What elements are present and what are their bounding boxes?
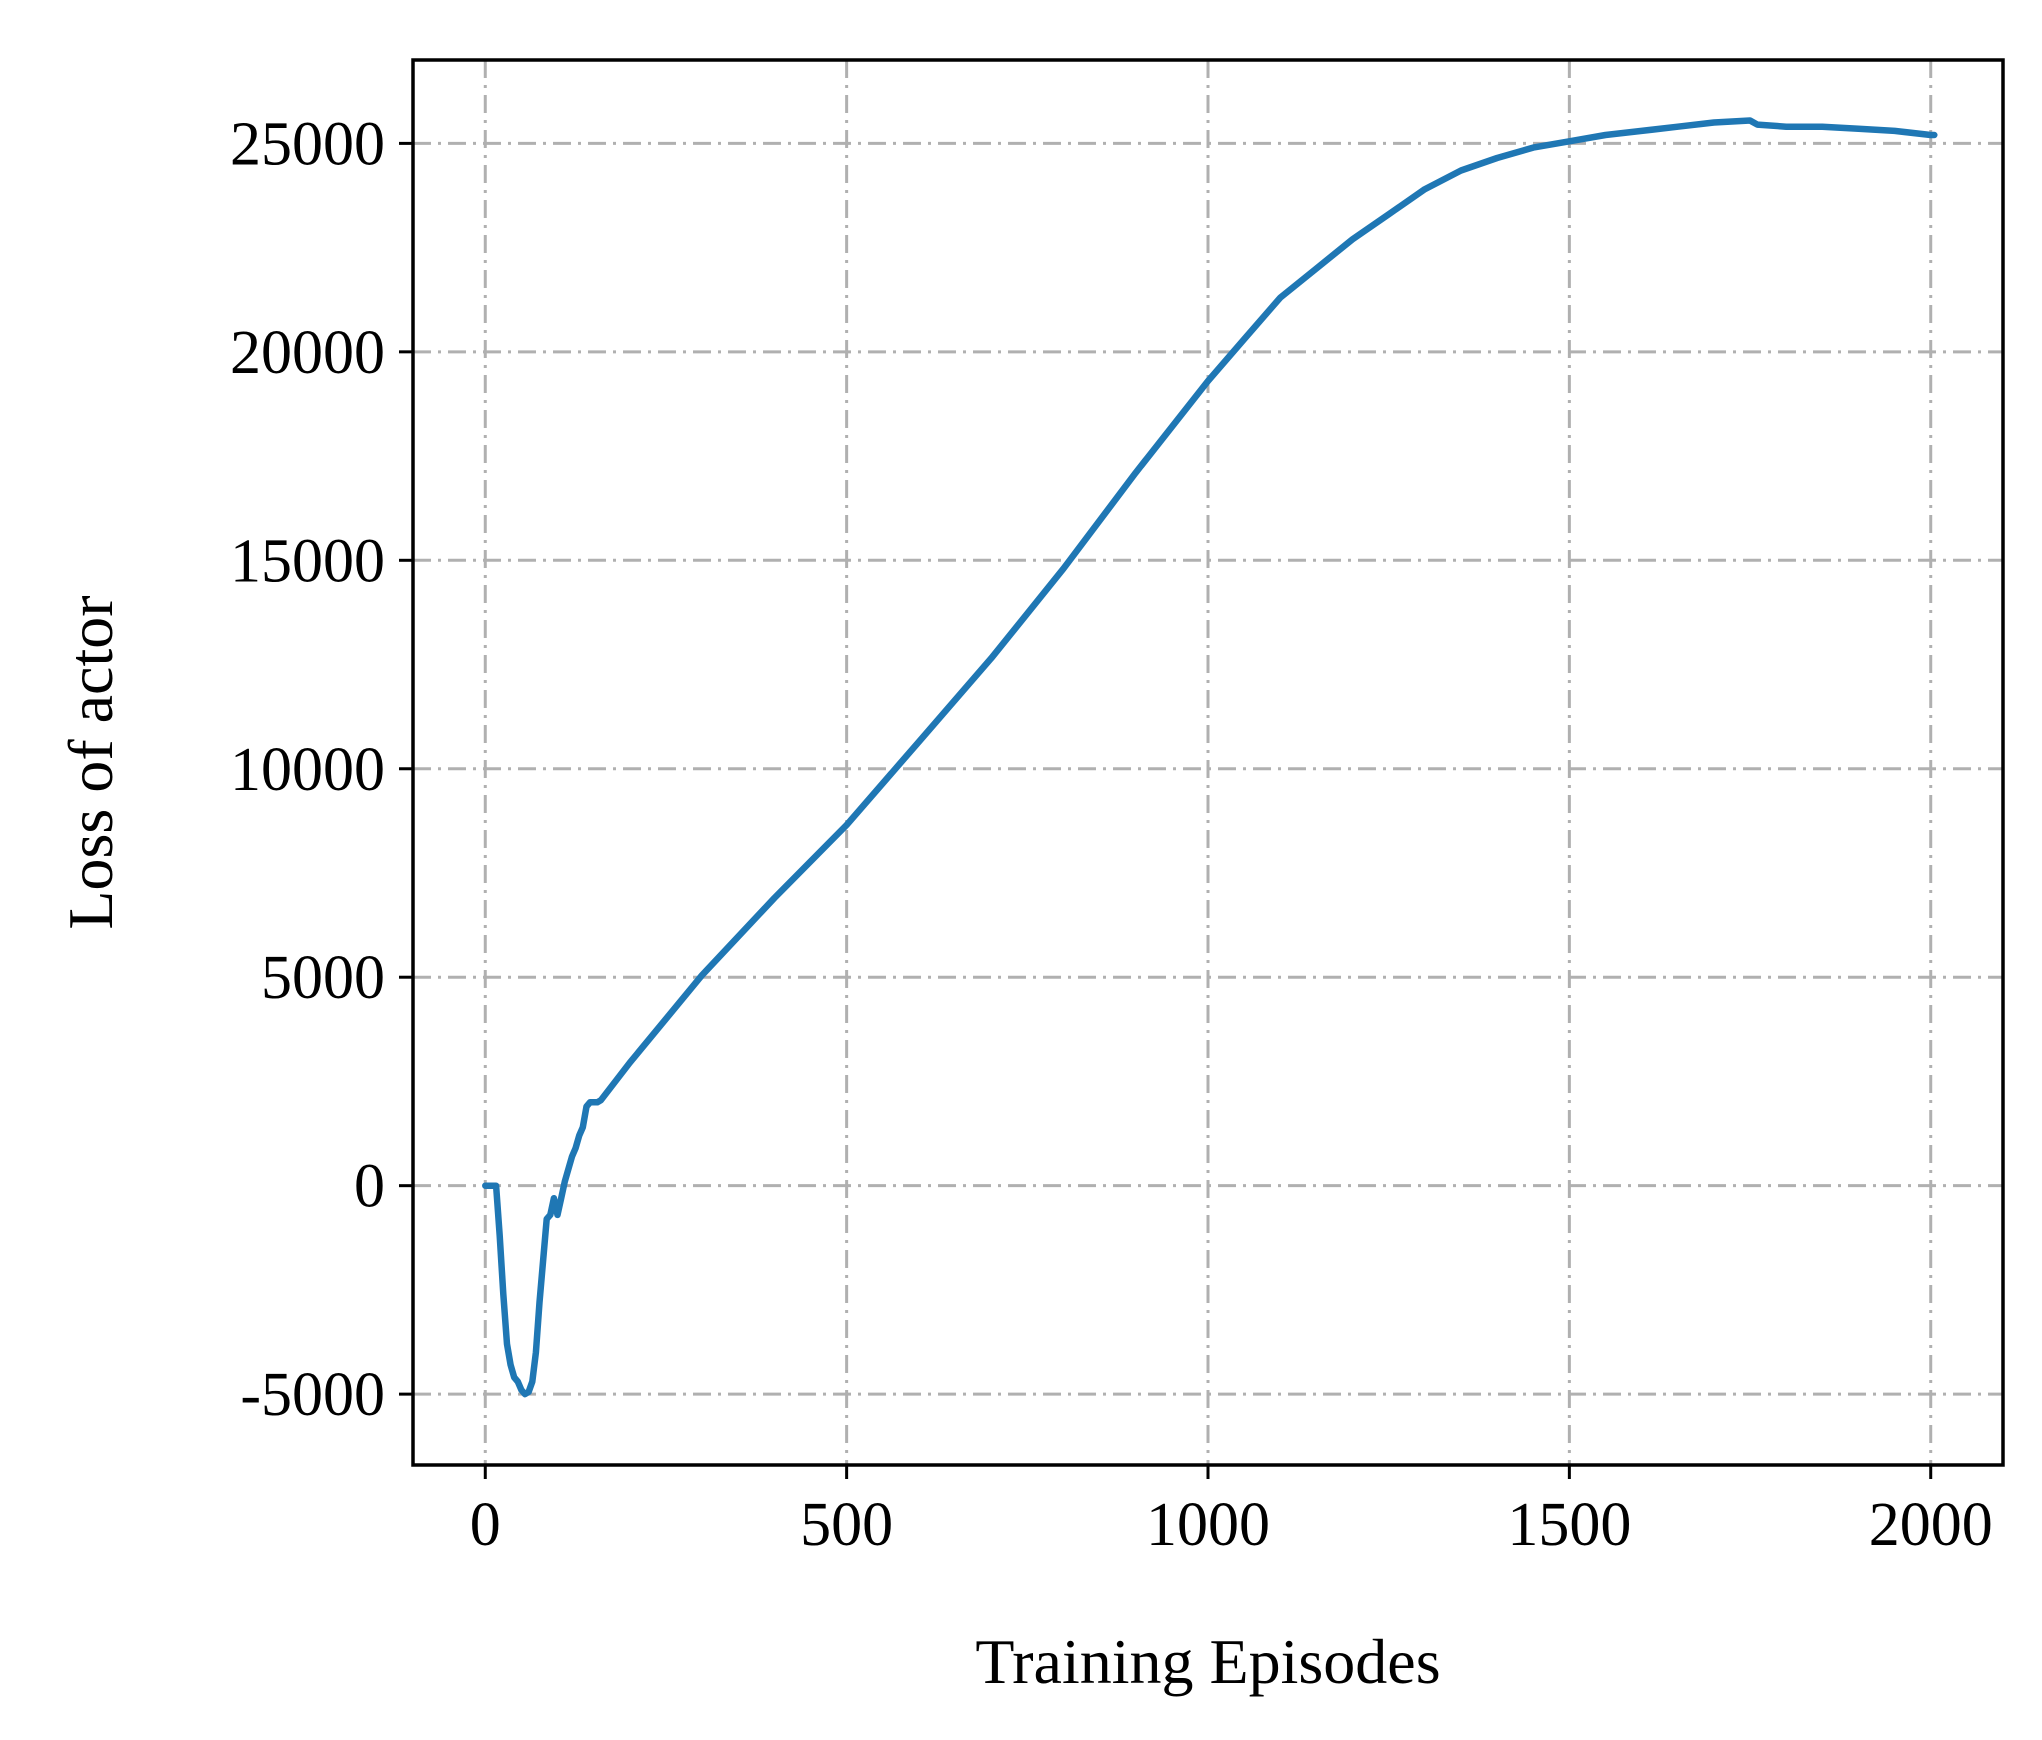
x-tick-label: 1000 xyxy=(1146,1491,1270,1559)
y-tick-label: 15000 xyxy=(230,527,385,595)
y-tick-label: 5000 xyxy=(261,944,385,1012)
y-axis-label: Loss of actor xyxy=(55,595,126,929)
y-tick-label: 25000 xyxy=(230,110,385,178)
x-axis-label: Training Episodes xyxy=(975,1626,1440,1697)
grid-lines xyxy=(413,60,2003,1465)
x-tick-label: 0 xyxy=(470,1491,501,1559)
y-tick-label: 0 xyxy=(354,1153,385,1221)
x-tick-label: 2000 xyxy=(1869,1491,1993,1559)
x-tick-label: 500 xyxy=(800,1491,893,1559)
axis-ticks: 0 500 1000 1500 2000 -5000 0 5000 10000 15000 2000… xyxy=(230,110,1993,1559)
series-layer xyxy=(482,117,1938,1398)
series-line xyxy=(482,117,1938,1398)
y-tick-label: 10000 xyxy=(230,736,385,804)
y-tick-label: 20000 xyxy=(230,319,385,387)
x-tick-label: 1500 xyxy=(1507,1491,1631,1559)
y-tick-label: -5000 xyxy=(240,1361,385,1429)
